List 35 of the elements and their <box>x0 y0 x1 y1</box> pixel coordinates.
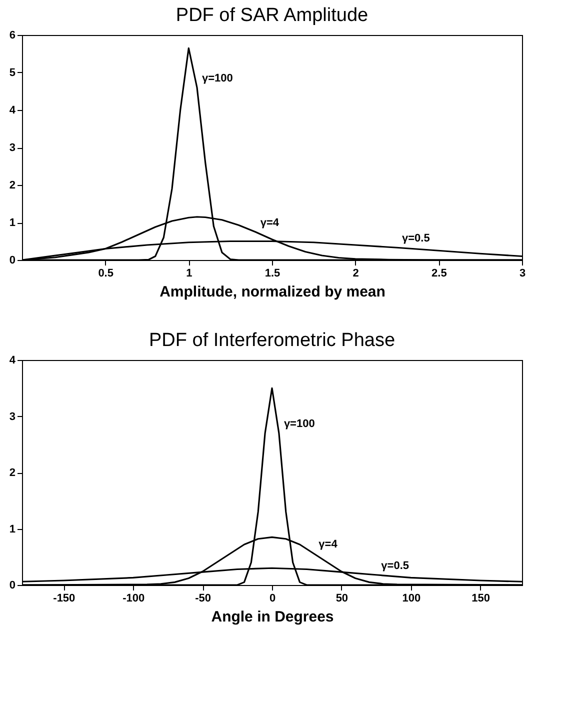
x-tick-label: 0.5 <box>98 268 114 280</box>
y-tick-label: 4 <box>9 104 16 116</box>
series-label: γ=0.5 <box>381 560 410 572</box>
chart-title: PDF of Interferometric Phase <box>148 330 396 351</box>
series-label: γ=4 <box>318 538 338 550</box>
x-tick-label: 1 <box>186 268 192 280</box>
x-tick-label: 3 <box>519 268 526 280</box>
y-tick-label: 2 <box>9 467 16 479</box>
y-tick-label: 3 <box>9 410 16 423</box>
x-axis-title: Angle in Degrees <box>211 608 334 626</box>
y-tick-label: 0 <box>9 580 16 592</box>
x-tick-label: -50 <box>195 592 212 604</box>
series-label: γ=100 <box>202 72 233 84</box>
y-tick-label: 5 <box>9 67 16 79</box>
y-tick-label: 6 <box>9 30 16 42</box>
y-tick-label: 3 <box>9 142 16 154</box>
x-tick-label: 150 <box>472 592 490 604</box>
x-tick-label: 0 <box>269 592 276 604</box>
y-tick-label: 0 <box>9 254 16 266</box>
x-tick-label: 100 <box>402 592 421 604</box>
x-axis-title: Amplitude, normalized by mean <box>160 284 386 300</box>
x-tick-label: 2 <box>352 268 359 280</box>
x-tick-label: 2.5 <box>432 268 447 280</box>
y-tick-label: 1 <box>9 523 16 536</box>
x-tick-label: 1.5 <box>264 268 280 280</box>
x-tick-label: 50 <box>336 592 348 604</box>
x-tick-label: -100 <box>122 592 145 604</box>
series-label: γ=0.5 <box>402 232 430 245</box>
y-tick-label: 4 <box>9 354 16 366</box>
y-tick-label: 1 <box>9 217 16 229</box>
x-tick-label: -150 <box>53 592 76 604</box>
y-tick-label: 2 <box>9 180 16 192</box>
chart-title: PDF of SAR Amplitude <box>176 5 368 26</box>
series-label: γ=4 <box>260 216 280 229</box>
series-label: γ=100 <box>284 418 315 430</box>
